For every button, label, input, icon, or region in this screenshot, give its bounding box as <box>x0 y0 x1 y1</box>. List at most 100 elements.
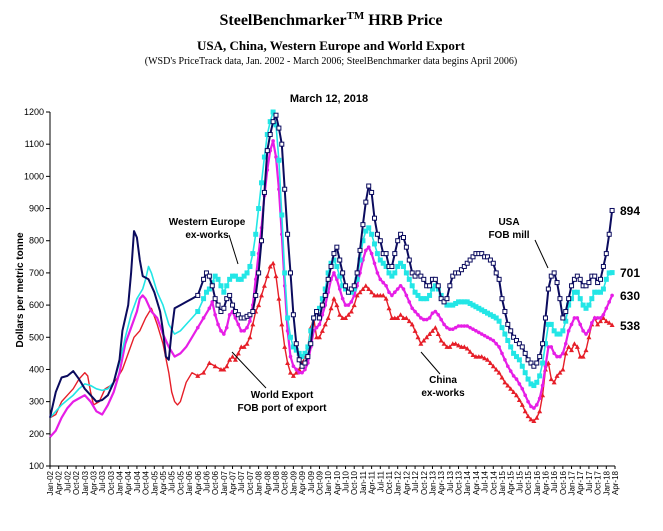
data-point-western-europe <box>357 257 363 263</box>
data-point-western-europe <box>453 300 459 306</box>
data-point-world-export <box>419 316 423 320</box>
annotation-world-arrow <box>231 351 267 389</box>
data-point-world-export <box>511 374 516 378</box>
annotation-china-line2: ex-works <box>421 388 465 399</box>
chart-title-sup: TM <box>347 10 365 22</box>
x-axis-ticks: Jan-02 Apr-02 Jul-02 Oct-02 Jan-03 Apr-03 Jul-… <box>46 466 620 495</box>
data-point-western-europe <box>380 260 386 266</box>
x-tick-label: Jan-02 <box>46 470 55 495</box>
x-tick-label: Apr-14 <box>472 470 481 495</box>
data-point-world-export <box>224 325 229 330</box>
data-point-western-europe <box>366 225 372 231</box>
data-point-china <box>319 328 325 333</box>
data-point-western-europe <box>305 344 311 350</box>
data-point-usa <box>372 215 378 221</box>
data-point-usa <box>528 360 534 366</box>
data-point-usa <box>548 273 554 279</box>
data-point-western-europe <box>363 228 369 234</box>
data-point-world-export <box>462 324 467 328</box>
data-point-western-europe <box>412 289 418 295</box>
data-point-usa <box>267 132 273 138</box>
data-point-china <box>429 328 435 333</box>
annotation-we-line1: Western Europe <box>169 217 246 228</box>
data-point-china <box>366 286 372 291</box>
data-point-china <box>230 354 236 359</box>
data-point-world-export <box>537 396 542 401</box>
x-tick-label: Apr-17 <box>576 470 585 495</box>
data-point-world-export <box>317 322 322 327</box>
data-point-usa <box>505 321 511 327</box>
data-point-usa <box>577 276 583 282</box>
x-tick-label: Oct-04 <box>142 470 151 495</box>
data-point-world-export <box>465 324 470 328</box>
data-point-china <box>398 312 404 317</box>
data-point-usa <box>322 292 328 298</box>
data-point-china <box>360 286 366 291</box>
data-point-world-export <box>459 324 464 328</box>
data-point-western-europe <box>554 331 560 337</box>
data-point-usa <box>409 270 415 276</box>
data-point-china <box>513 392 519 398</box>
data-point-world-export <box>517 382 522 386</box>
x-tick-label: Jul-13 <box>446 470 455 492</box>
data-point-western-europe <box>421 296 427 302</box>
data-point-usa <box>285 231 291 237</box>
data-point-usa <box>563 309 569 315</box>
x-tick-label: Jan-04 <box>116 470 125 495</box>
data-point-usa <box>261 189 267 195</box>
data-point-china <box>250 321 256 327</box>
data-point-western-europe <box>354 276 360 282</box>
x-tick-label: Oct-03 <box>107 470 116 495</box>
data-point-world-export <box>349 300 354 304</box>
data-point-china <box>493 366 499 372</box>
data-point-china <box>424 334 430 340</box>
data-point-world-export <box>227 312 232 317</box>
data-point-usa <box>201 276 207 282</box>
x-tick-label: Apr-06 <box>194 470 203 495</box>
data-point-world-export <box>494 341 499 346</box>
data-point-usa <box>450 273 456 279</box>
data-point-usa <box>406 257 412 263</box>
annotation-china-arrow <box>420 351 441 375</box>
data-point-world-export <box>503 358 507 362</box>
chart-title-rest: HRB Price <box>364 12 442 29</box>
y-tick-label: 400 <box>29 364 44 374</box>
data-point-world-export <box>404 293 409 298</box>
data-point-world-export <box>610 293 614 298</box>
data-point-western-europe <box>580 302 586 308</box>
data-point-china <box>227 357 233 362</box>
data-point-world-export <box>453 325 458 330</box>
series-world-export <box>49 139 614 438</box>
data-point-western-europe <box>487 312 493 318</box>
data-point-world-export <box>248 319 252 323</box>
data-point-western-europe <box>392 270 398 276</box>
data-point-china <box>447 344 453 349</box>
chart-title-main: SteelBenchmarker <box>219 12 346 29</box>
data-point-usa <box>305 354 311 360</box>
data-point-western-europe <box>548 321 554 327</box>
data-point-china <box>569 347 575 353</box>
x-tick-label: Jan-06 <box>185 470 194 495</box>
data-point-usa <box>427 283 433 289</box>
data-point-china <box>331 296 337 301</box>
data-point-world-export <box>343 303 348 307</box>
annotation-world-export: World Export FOB port of export <box>231 351 327 414</box>
data-point-western-europe <box>264 132 270 138</box>
y-axis-label: Dollars per metric tonne <box>15 232 26 347</box>
data-point-world-export <box>253 277 258 282</box>
data-point-world-export <box>540 383 545 388</box>
data-point-world-export <box>500 351 504 356</box>
data-point-china <box>212 363 218 369</box>
data-point-usa <box>447 283 453 289</box>
x-tick-label: Jul-10 <box>342 470 351 492</box>
data-point-china <box>519 402 525 407</box>
data-point-world-export <box>561 351 565 356</box>
x-tick-label: Apr-08 <box>263 470 272 495</box>
data-point-usa <box>438 296 444 302</box>
data-point-china <box>606 320 612 325</box>
x-tick-label: Jan-10 <box>324 470 333 495</box>
data-point-western-europe <box>606 270 612 276</box>
data-point-western-europe <box>456 299 462 305</box>
date-label: March 12, 2018 <box>290 93 368 105</box>
data-point-usa <box>545 286 551 292</box>
